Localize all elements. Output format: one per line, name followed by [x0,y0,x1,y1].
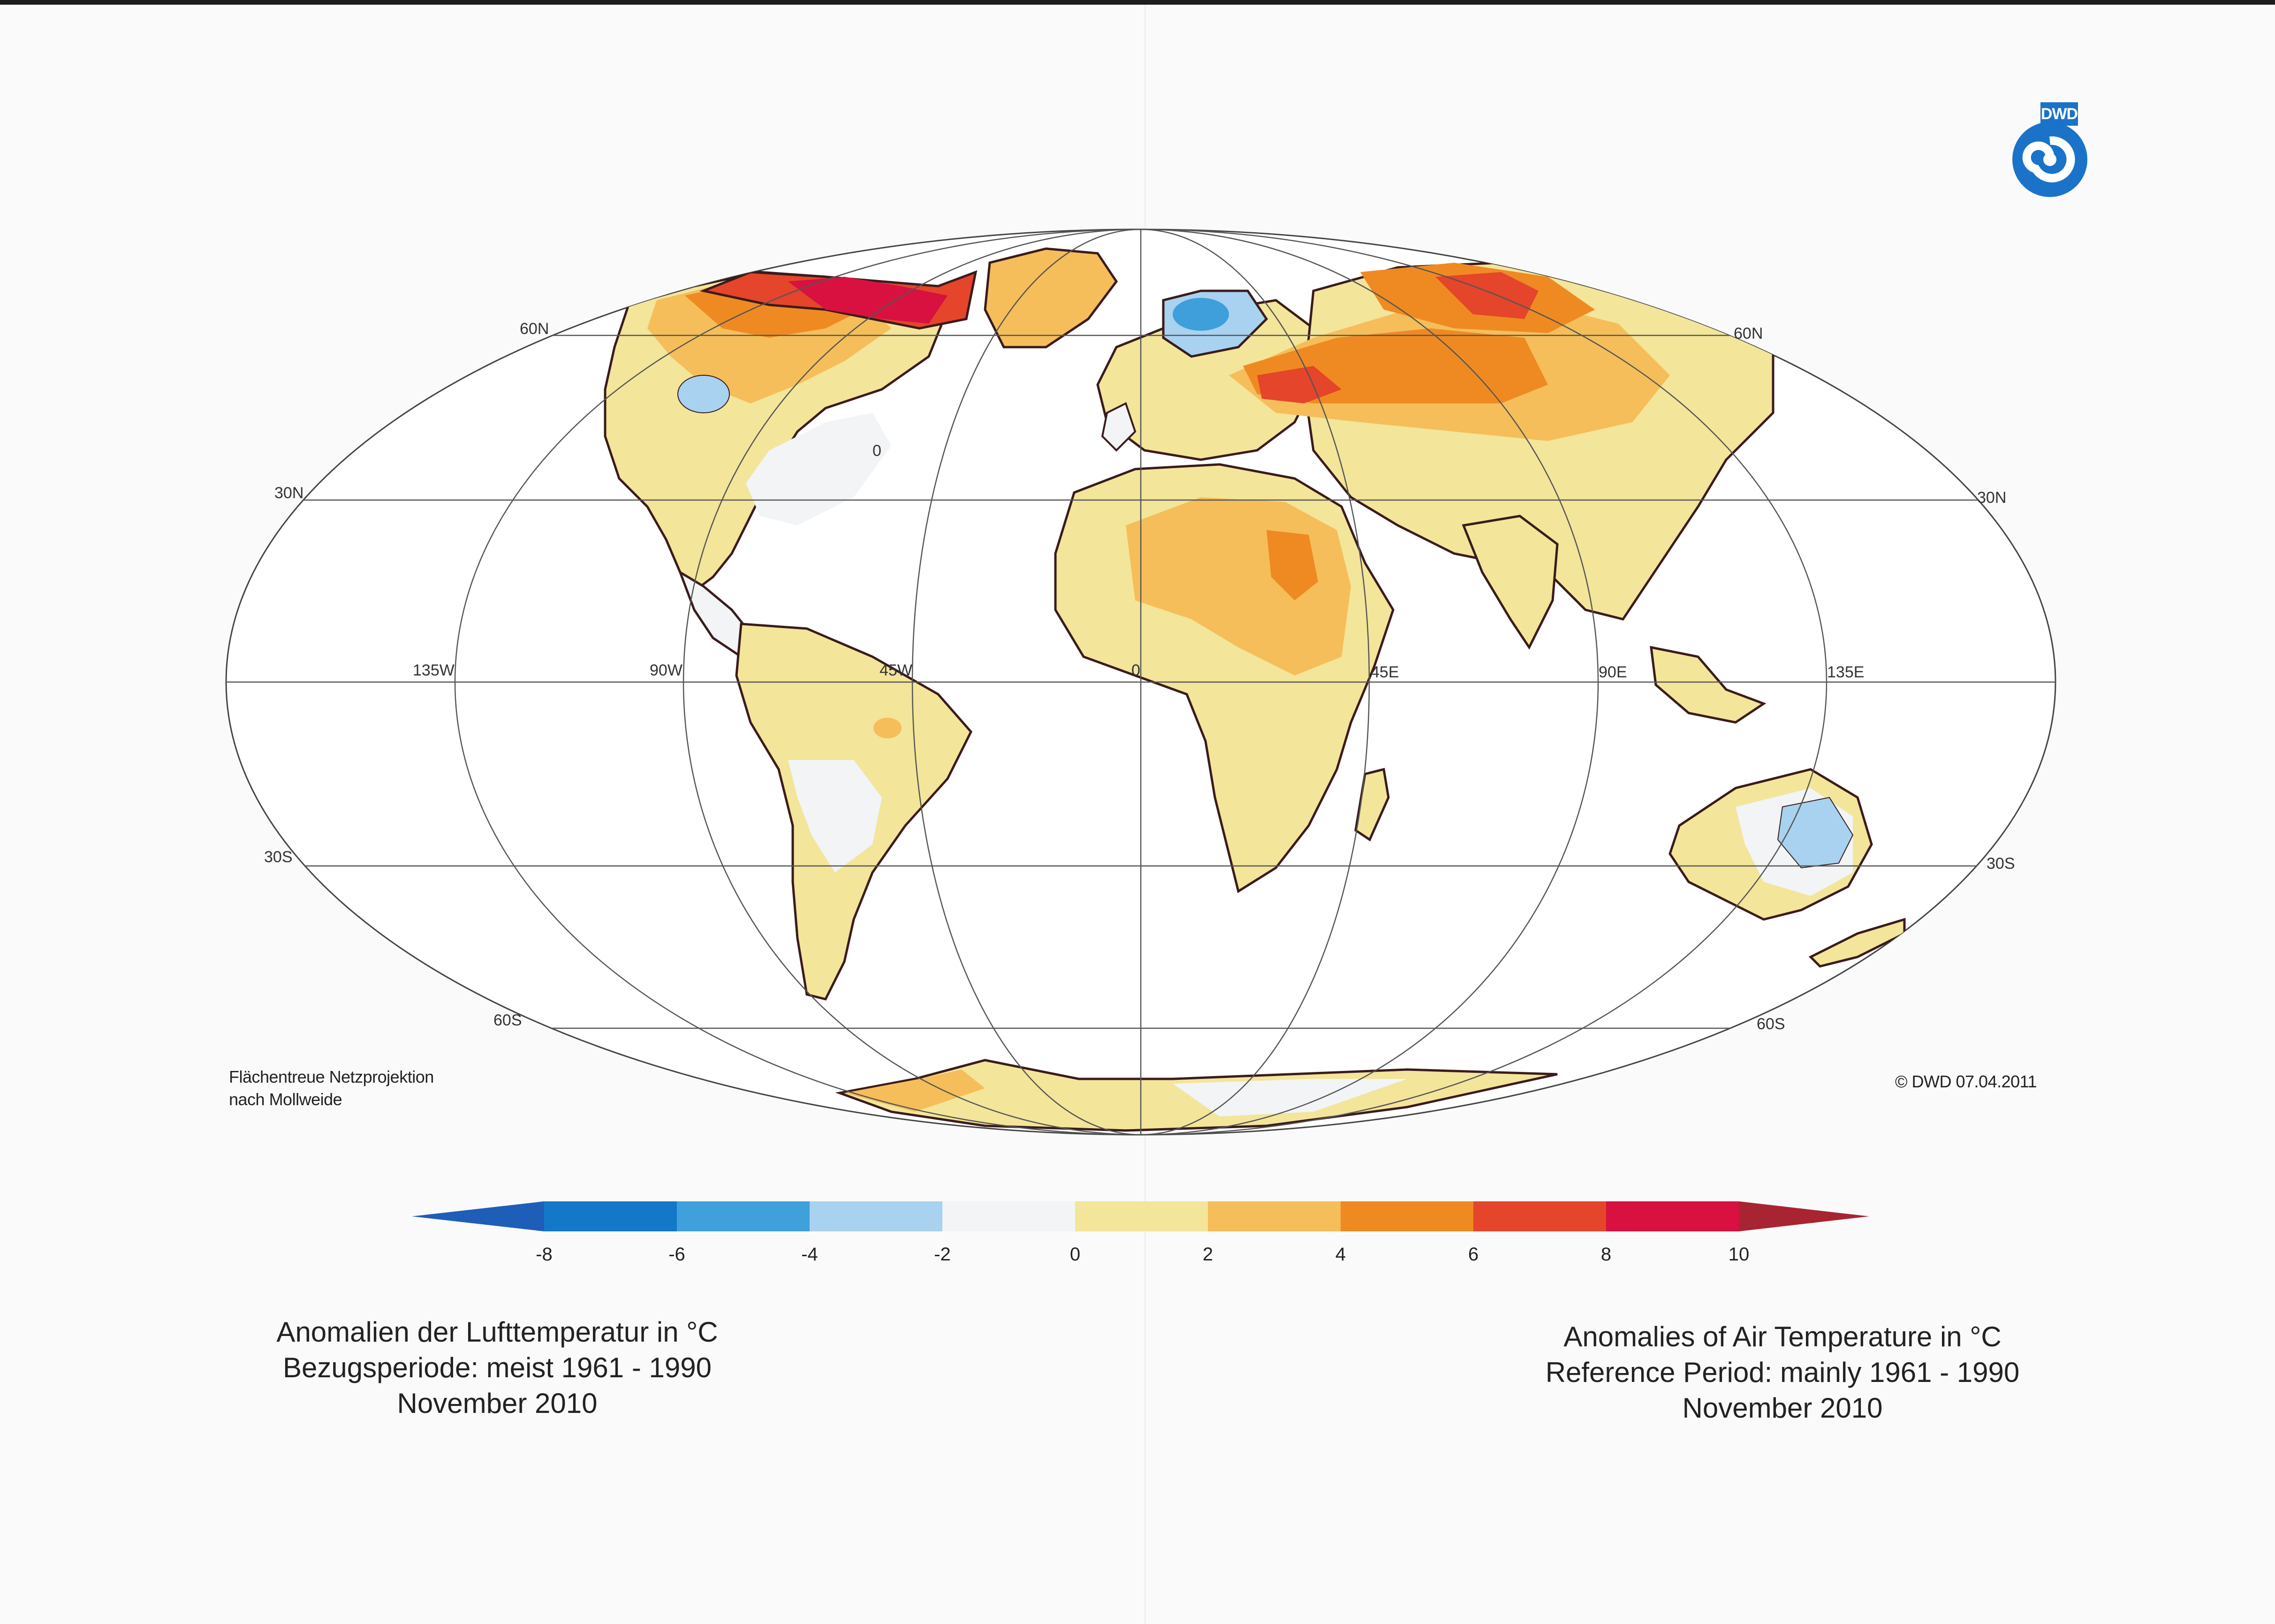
title-english-line: Anomalies of Air Temperature in °C [1563,1321,2002,1352]
contour-label: 0 [872,442,881,460]
colorbar-bin [942,1201,1075,1231]
colorbar-bin [1473,1201,1606,1231]
scan-top-edge [0,0,2275,5]
lat-label: 30N [1977,489,2006,507]
lat-label: 60N [1734,325,1763,342]
black-sea-extreme [1257,366,1342,403]
south-america-neutral [788,760,882,873]
colorbar-tick-label: -6 [668,1244,685,1265]
colorbar-high-arrow [1739,1201,1869,1231]
lat-label: 30S [1987,855,2015,873]
lon-label: 90E [1599,663,1627,681]
lon-label: 45E [1371,663,1399,681]
title-german: Anomalien der Lufttemperatur in °C Bezug… [192,1314,802,1421]
title-german-line: November 2010 [397,1388,598,1419]
colorbar-tick-label: 8 [1600,1244,1612,1265]
projection-note-line: nach Mollweide [229,1090,342,1109]
colorbar-bin [677,1201,810,1231]
uk-neutral [1101,402,1137,452]
lon-label: 45W [880,661,912,679]
lat-label: 30N [274,484,303,502]
title-english-line: Reference Period: mainly 1961 - 1990 [1545,1357,2020,1388]
colorbar-tick-label: 4 [1335,1244,1346,1265]
colorbar-tick-label: 6 [1468,1244,1479,1265]
africa-hot [1266,530,1318,600]
india [1462,515,1559,650]
lat-label: 30S [264,848,293,866]
lat-label: 60N [520,320,549,338]
title-german-line: Anomalien der Lufttemperatur in °C [276,1316,718,1348]
antarctica-neutral [1173,1079,1407,1116]
title-english-line: November 2010 [1682,1392,1883,1424]
se-asia-islands [1650,645,1767,724]
north-america-neutral-east [746,413,891,525]
north-america-cool-spot [677,375,730,413]
colorbar-bin [1606,1201,1739,1231]
title-english: Anomalies of Air Temperature in °C Refer… [1478,1319,2087,1426]
colorbar-bin [1075,1201,1208,1231]
colorbar-tick-label: 10 [1728,1244,1750,1265]
colorbar-low-arrow [412,1201,544,1231]
colorbar-bin [1341,1201,1473,1231]
grid-labels: 60N 60N 30N 30N 30S 30S 60S 60S 135W 90W… [264,320,2015,1033]
lon-label: 135W [413,661,455,679]
siberia-extreme [1435,272,1539,319]
dwd-logo-text: DWD [2040,102,2078,126]
lon-label: 90W [650,661,682,679]
projection-note-line: Flächentreue Netzprojektion [229,1067,434,1086]
lon-label: 135E [1827,663,1864,681]
lat-label: 60S [493,1011,522,1029]
madagascar [1354,767,1390,842]
colorbar-tick-label: 2 [1202,1244,1213,1265]
colorbar-bin [1208,1201,1341,1231]
lat-label: 60S [1757,1015,1785,1033]
projection-note: Flächentreue Netzprojektion nach Mollwei… [229,1066,510,1111]
colorbar-tick-label: -8 [536,1244,553,1265]
lon-label: 0 [1131,661,1140,679]
south-america-warm-spot [873,718,902,738]
greenland [984,247,1118,349]
scandinavia-cold-core [1173,298,1229,331]
arctic-canada-extreme [788,277,948,324]
colorbar-tick-label: 0 [1069,1244,1081,1265]
dwd-logo [2012,122,2087,197]
colorbar-tick-label: -4 [801,1244,818,1265]
colorbar-bin [544,1201,677,1231]
colorbar [412,1201,1869,1231]
colorbar-tick-label: -2 [934,1244,951,1265]
title-german-line: Bezugsperiode: meist 1961 - 1990 [283,1352,712,1383]
colorbar-bin [810,1201,942,1231]
copyright: © DWD 07.04.2011 [1895,1072,2037,1091]
